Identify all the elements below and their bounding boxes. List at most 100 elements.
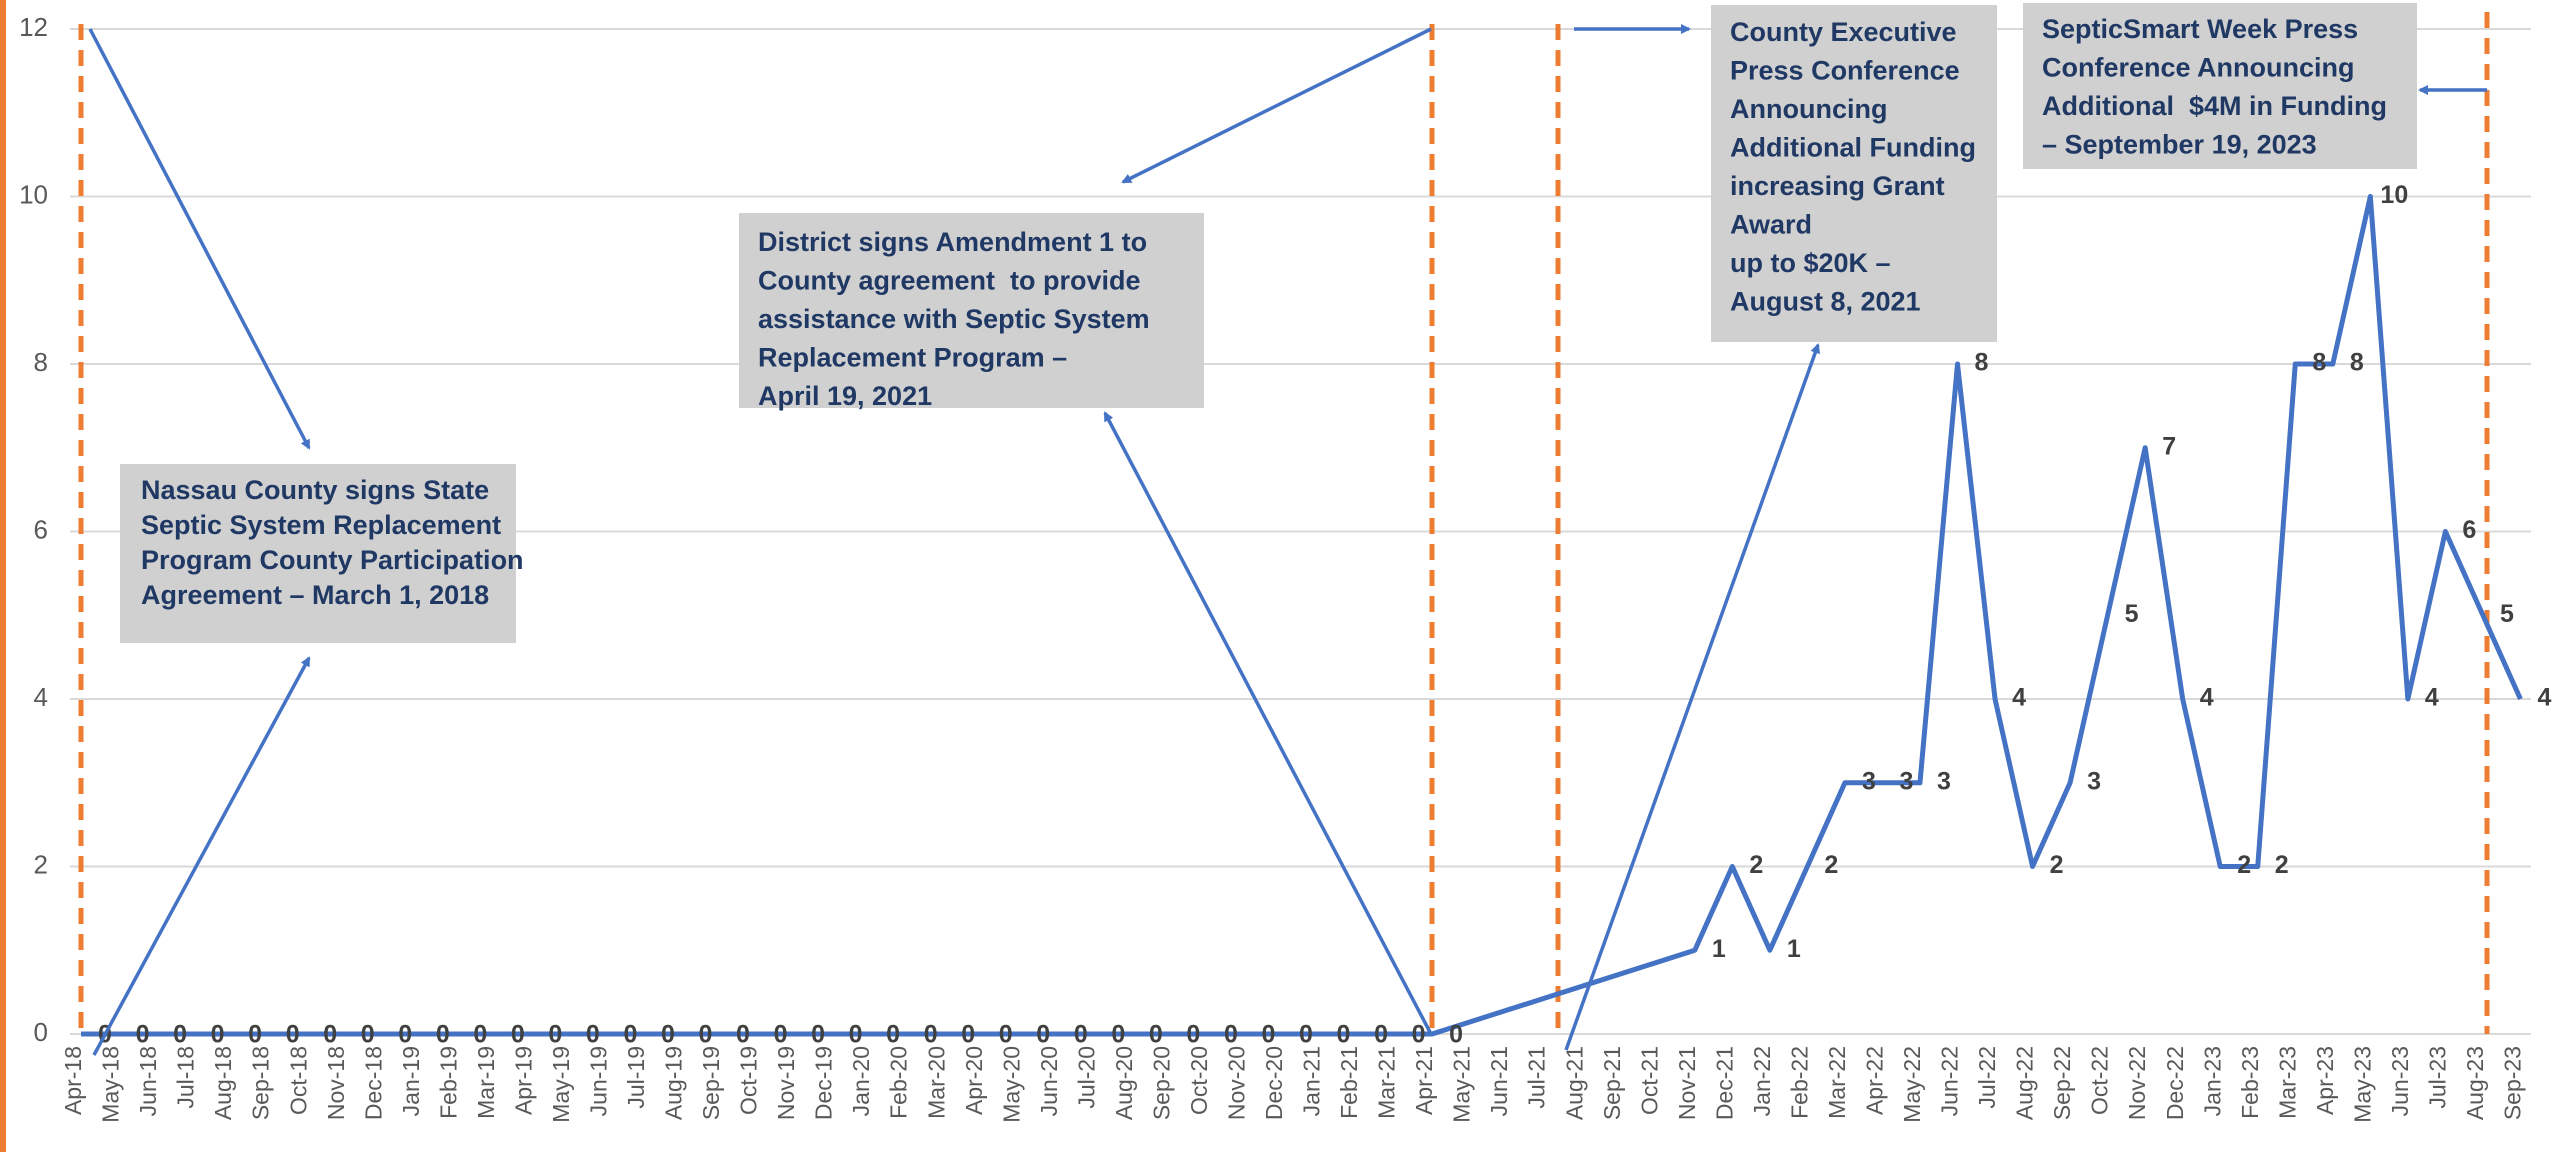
data-label: 2: [2237, 851, 2251, 879]
annotation-text: District signs Amendment 1 to: [758, 227, 1147, 257]
x-tick-label: Apr-23: [2312, 1046, 2338, 1115]
annotation-text: Nassau County signs State: [141, 475, 489, 505]
data-label: 0: [286, 1021, 300, 1049]
x-tick-label: Dec-22: [2162, 1046, 2188, 1120]
x-tick-label: Dec-19: [811, 1046, 837, 1120]
data-label: 2: [1749, 851, 1763, 879]
annotation-text: assistance with Septic System: [758, 304, 1150, 334]
data-label: 8: [1975, 349, 1989, 377]
annotation-text: Press Conference: [1730, 56, 1960, 86]
data-label: 0: [1412, 1021, 1426, 1049]
x-tick-label: Mar-20: [923, 1046, 949, 1119]
annotation-text: County agreement to provide: [758, 266, 1141, 296]
x-tick-label: Apr-20: [961, 1046, 987, 1115]
data-label: 1: [1712, 935, 1726, 963]
x-tick-label: Feb-23: [2237, 1046, 2263, 1119]
data-label: 0: [1036, 1021, 1050, 1049]
data-label: 0: [924, 1021, 938, 1049]
x-tick-label: Jul-20: [1073, 1046, 1099, 1109]
data-label: 0: [473, 1021, 487, 1049]
annotation-text: Septic System Replacement: [141, 510, 501, 540]
x-tick-label: Oct-21: [1636, 1046, 1662, 1115]
annotations: Nassau County signs State Septic System R…: [120, 3, 2417, 643]
x-tick-label: Jun-22: [1937, 1046, 1963, 1116]
x-tick-label: Jun-21: [1486, 1046, 1512, 1116]
data-label: 0: [398, 1021, 412, 1049]
data-label: 4: [2012, 684, 2026, 712]
x-tick-label: Mar-23: [2274, 1046, 2300, 1119]
data-label: 8: [2312, 349, 2326, 377]
arrow: [92, 656, 311, 1056]
y-tick-label: 8: [34, 347, 48, 377]
data-label: 0: [1111, 1021, 1125, 1049]
y-tick-label: 12: [19, 12, 48, 42]
x-tick-label: Jan-21: [1299, 1046, 1325, 1116]
x-tick-label: Sep-21: [1599, 1046, 1625, 1120]
x-tick-label: Nov-20: [1224, 1046, 1250, 1120]
annotation-text: SepticSmart Week Press: [2042, 14, 2358, 44]
x-tick-label: Aug-18: [210, 1046, 236, 1120]
arrows: [88, 24, 2487, 1056]
x-tick-label: Nov-18: [323, 1046, 349, 1120]
x-tick-label: Jan-19: [398, 1046, 424, 1116]
annotation-box: [120, 464, 516, 643]
x-tick-label: Nov-19: [773, 1046, 799, 1120]
annotation-text: Additional Funding: [1730, 133, 1976, 163]
data-label: 0: [774, 1021, 788, 1049]
annotation-text: Program County Participation: [141, 545, 524, 575]
data-label: 2: [2275, 851, 2289, 879]
x-tick-label: Jul-23: [2424, 1046, 2450, 1109]
x-tick-label: Oct-18: [285, 1046, 311, 1115]
x-tick-label: Sep-20: [1148, 1046, 1174, 1120]
data-label: 3: [1899, 767, 1913, 795]
data-label: 0: [886, 1021, 900, 1049]
annotation-text: Replacement Program –: [758, 343, 1067, 373]
x-tick-label: Sep-22: [2049, 1046, 2075, 1120]
x-tick-label: May-23: [2349, 1046, 2375, 1123]
annotation-box: [739, 213, 1204, 408]
data-label: 5: [2500, 600, 2514, 628]
x-tick-label: Jul-18: [173, 1046, 199, 1109]
arrow: [1121, 27, 1432, 184]
annotation-text: Award: [1730, 210, 1812, 240]
data-label: 8: [2350, 349, 2364, 377]
data-label: 3: [1862, 767, 1876, 795]
data-label: 6: [2462, 516, 2476, 544]
x-tick-label: Mar-22: [1824, 1046, 1850, 1119]
data-label: 0: [1299, 1021, 1313, 1049]
data-label: 0: [961, 1021, 975, 1049]
annotation-text: County Executive: [1730, 17, 1957, 47]
x-tick-label: Aug-21: [1561, 1046, 1587, 1120]
data-label: 3: [1937, 767, 1951, 795]
annotation-box: [2023, 3, 2417, 169]
annotation-text: up to $20K –: [1730, 248, 1891, 278]
data-label: 0: [1224, 1021, 1238, 1049]
y-tick-label: 2: [34, 849, 48, 879]
x-tick-label: May-19: [548, 1046, 574, 1123]
x-tick-label: Mar-21: [1374, 1046, 1400, 1119]
x-tick-label: Sep-23: [2500, 1046, 2526, 1120]
annotation-text: – September 19, 2023: [2042, 130, 2317, 160]
x-tick-label: Jan-22: [1749, 1046, 1775, 1116]
data-label: 2: [1824, 851, 1838, 879]
x-tick-label: Apr-22: [1862, 1046, 1888, 1115]
x-tick-label: Jun-18: [135, 1046, 161, 1116]
data-label: 0: [811, 1021, 825, 1049]
y-tick-label: 10: [19, 179, 48, 209]
data-label: 0: [361, 1021, 375, 1049]
data-label: 3: [2087, 767, 2101, 795]
x-tick-label: Oct-22: [2087, 1046, 2113, 1115]
data-label: 0: [999, 1021, 1013, 1049]
x-tick-label: Oct-20: [1186, 1046, 1212, 1115]
data-label: 10: [2380, 181, 2408, 209]
data-label: 0: [736, 1021, 750, 1049]
data-label: 0: [1261, 1021, 1275, 1049]
annotation-text: August 8, 2021: [1730, 287, 1921, 317]
data-label: 0: [1074, 1021, 1088, 1049]
y-tick-label: 6: [34, 514, 48, 544]
x-tick-label: Jul-19: [623, 1046, 649, 1109]
data-label: 4: [2200, 684, 2214, 712]
annotation-text: increasing Grant: [1730, 171, 1945, 201]
x-tick-label: Dec-18: [360, 1046, 386, 1120]
